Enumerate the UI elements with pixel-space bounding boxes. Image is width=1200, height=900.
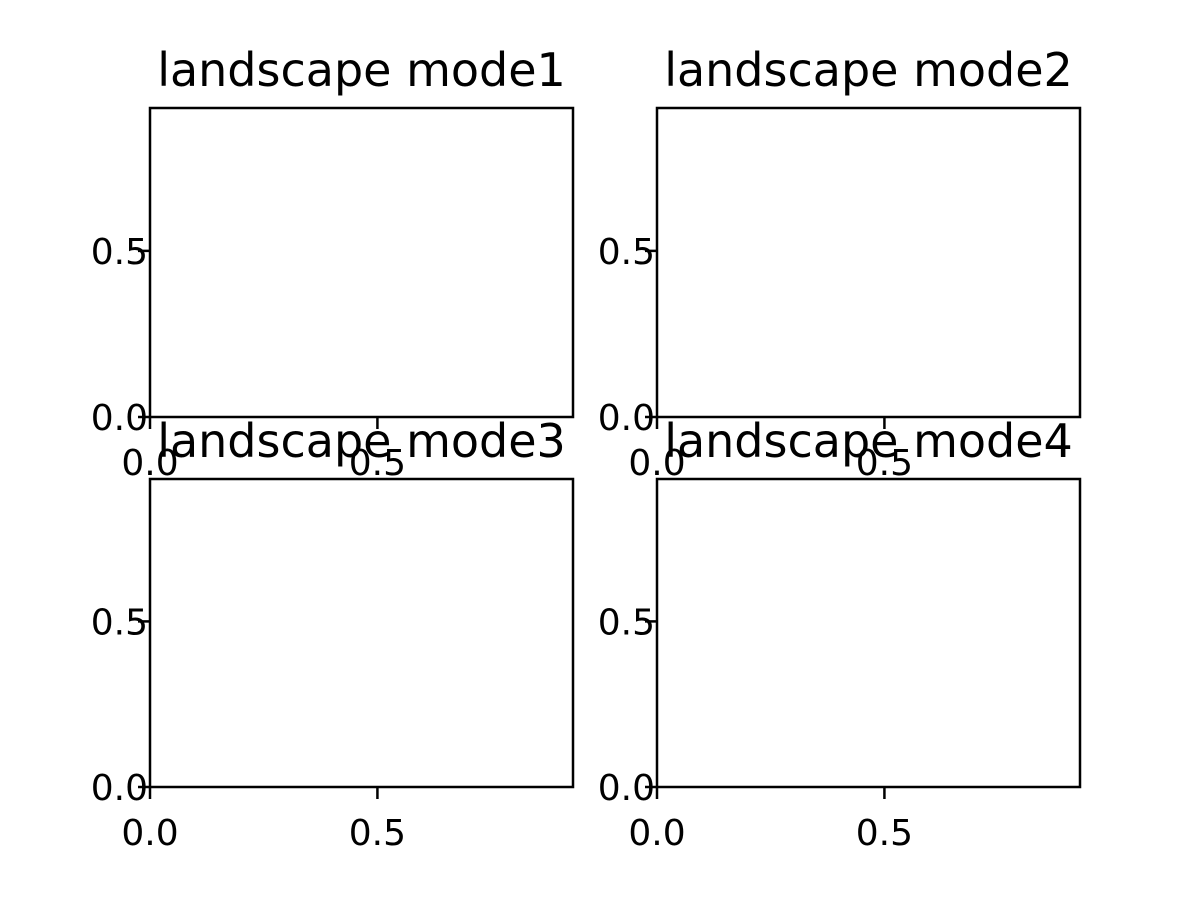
subplot-title: landscape mode3 xyxy=(157,414,566,468)
x-tick-label: 0.0 xyxy=(121,813,178,854)
x-tick-label: 0.5 xyxy=(349,443,406,484)
x-tick-label: 0.0 xyxy=(628,443,685,484)
subplot-1: landscape mode1 0.0 0.5 0.0 0.5 xyxy=(91,43,575,484)
axes-frame xyxy=(148,106,575,419)
y-tick-label: 0.0 xyxy=(91,398,148,439)
y-tick-label: 0.0 xyxy=(598,398,655,439)
x-tick-label: 0.5 xyxy=(856,443,913,484)
y-tick-label: 0.5 xyxy=(91,232,148,273)
y-tick-label: 0.5 xyxy=(598,232,655,273)
y-tick-label: 0.0 xyxy=(598,768,655,809)
subplot-title: landscape mode4 xyxy=(664,414,1073,468)
y-tick-label: 0.5 xyxy=(91,602,148,643)
x-tick-label: 0.0 xyxy=(628,813,685,854)
x-tick-label: 0.5 xyxy=(349,813,406,854)
axes-frame xyxy=(655,477,1082,789)
subplot-title: landscape mode1 xyxy=(157,43,566,97)
y-tick-label: 0.5 xyxy=(598,602,655,643)
subplot-title: landscape mode2 xyxy=(664,43,1073,97)
x-tick-label: 0.5 xyxy=(856,813,913,854)
axes-frame xyxy=(148,477,575,789)
y-tick-label: 0.0 xyxy=(91,768,148,809)
subplot-2: landscape mode2 0.0 0.5 0.0 0.5 xyxy=(598,43,1082,484)
x-tick-label: 0.0 xyxy=(121,443,178,484)
axes-frame xyxy=(655,106,1082,419)
